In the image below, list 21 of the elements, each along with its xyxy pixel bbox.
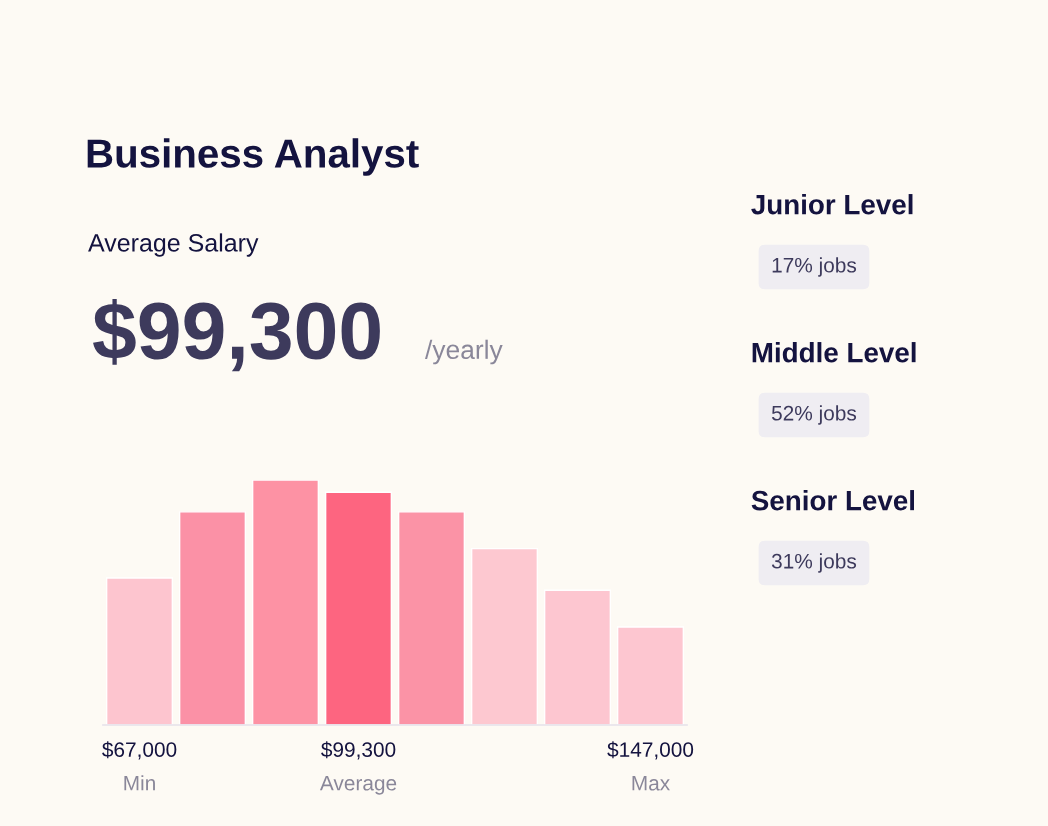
bar (470, 547, 539, 725)
bar (616, 626, 685, 725)
bar (105, 577, 174, 725)
category-label: $67,000 Min (102, 741, 177, 791)
text: /yearly (425, 339, 503, 365)
category-label: $147,000 Max (607, 741, 694, 791)
bar (178, 511, 247, 725)
text: $99,300 (93, 299, 380, 372)
text: 17% jobs (772, 257, 857, 277)
text: Senior Level (751, 490, 915, 511)
text: Middle Level (752, 342, 916, 363)
bar (543, 589, 612, 725)
category-label: $99,300 Average (319, 741, 397, 795)
text: 31% jobs (771, 553, 857, 573)
bar (397, 511, 466, 725)
bar (251, 480, 320, 725)
text: 52% jobs (771, 405, 857, 425)
text: Junior Level (751, 194, 913, 215)
bar (324, 491, 393, 725)
chart-subtitle: Average Salary (88, 233, 259, 257)
chart-title: Business Analyst (87, 138, 419, 176)
